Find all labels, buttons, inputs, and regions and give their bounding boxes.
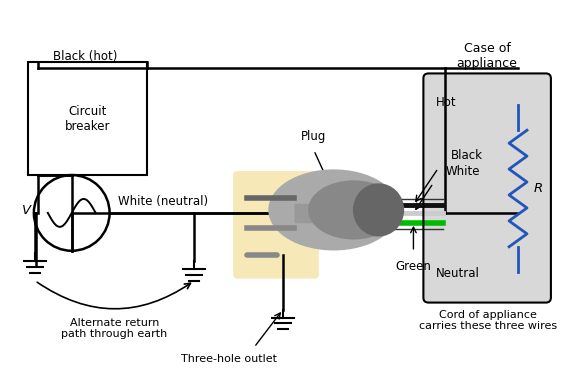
Text: Circuit
breaker: Circuit breaker [65, 105, 110, 133]
Text: Green: Green [396, 260, 431, 273]
Text: V: V [22, 204, 31, 218]
Bar [28, 63, 147, 175]
Text: Cord of appliance
carries these three wires: Cord of appliance carries these three wi… [419, 310, 557, 331]
Text: Black (hot): Black (hot) [53, 51, 117, 63]
Ellipse shape [354, 184, 404, 236]
Text: Black: Black [451, 149, 483, 162]
FancyBboxPatch shape [233, 171, 319, 279]
Text: R: R [534, 182, 543, 195]
Text: Hot: Hot [436, 97, 457, 109]
Text: White: White [445, 165, 480, 178]
Ellipse shape [269, 170, 398, 250]
Text: White (neutral): White (neutral) [117, 195, 208, 208]
Ellipse shape [309, 181, 398, 239]
FancyBboxPatch shape [423, 74, 551, 303]
Text: Neutral: Neutral [436, 267, 480, 280]
Text: Plug: Plug [301, 130, 327, 143]
Text: Alternate return
path through earth: Alternate return path through earth [62, 317, 168, 339]
Text: Case of
appliance: Case of appliance [457, 43, 518, 70]
Text: Three-hole outlet: Three-hole outlet [181, 354, 277, 364]
